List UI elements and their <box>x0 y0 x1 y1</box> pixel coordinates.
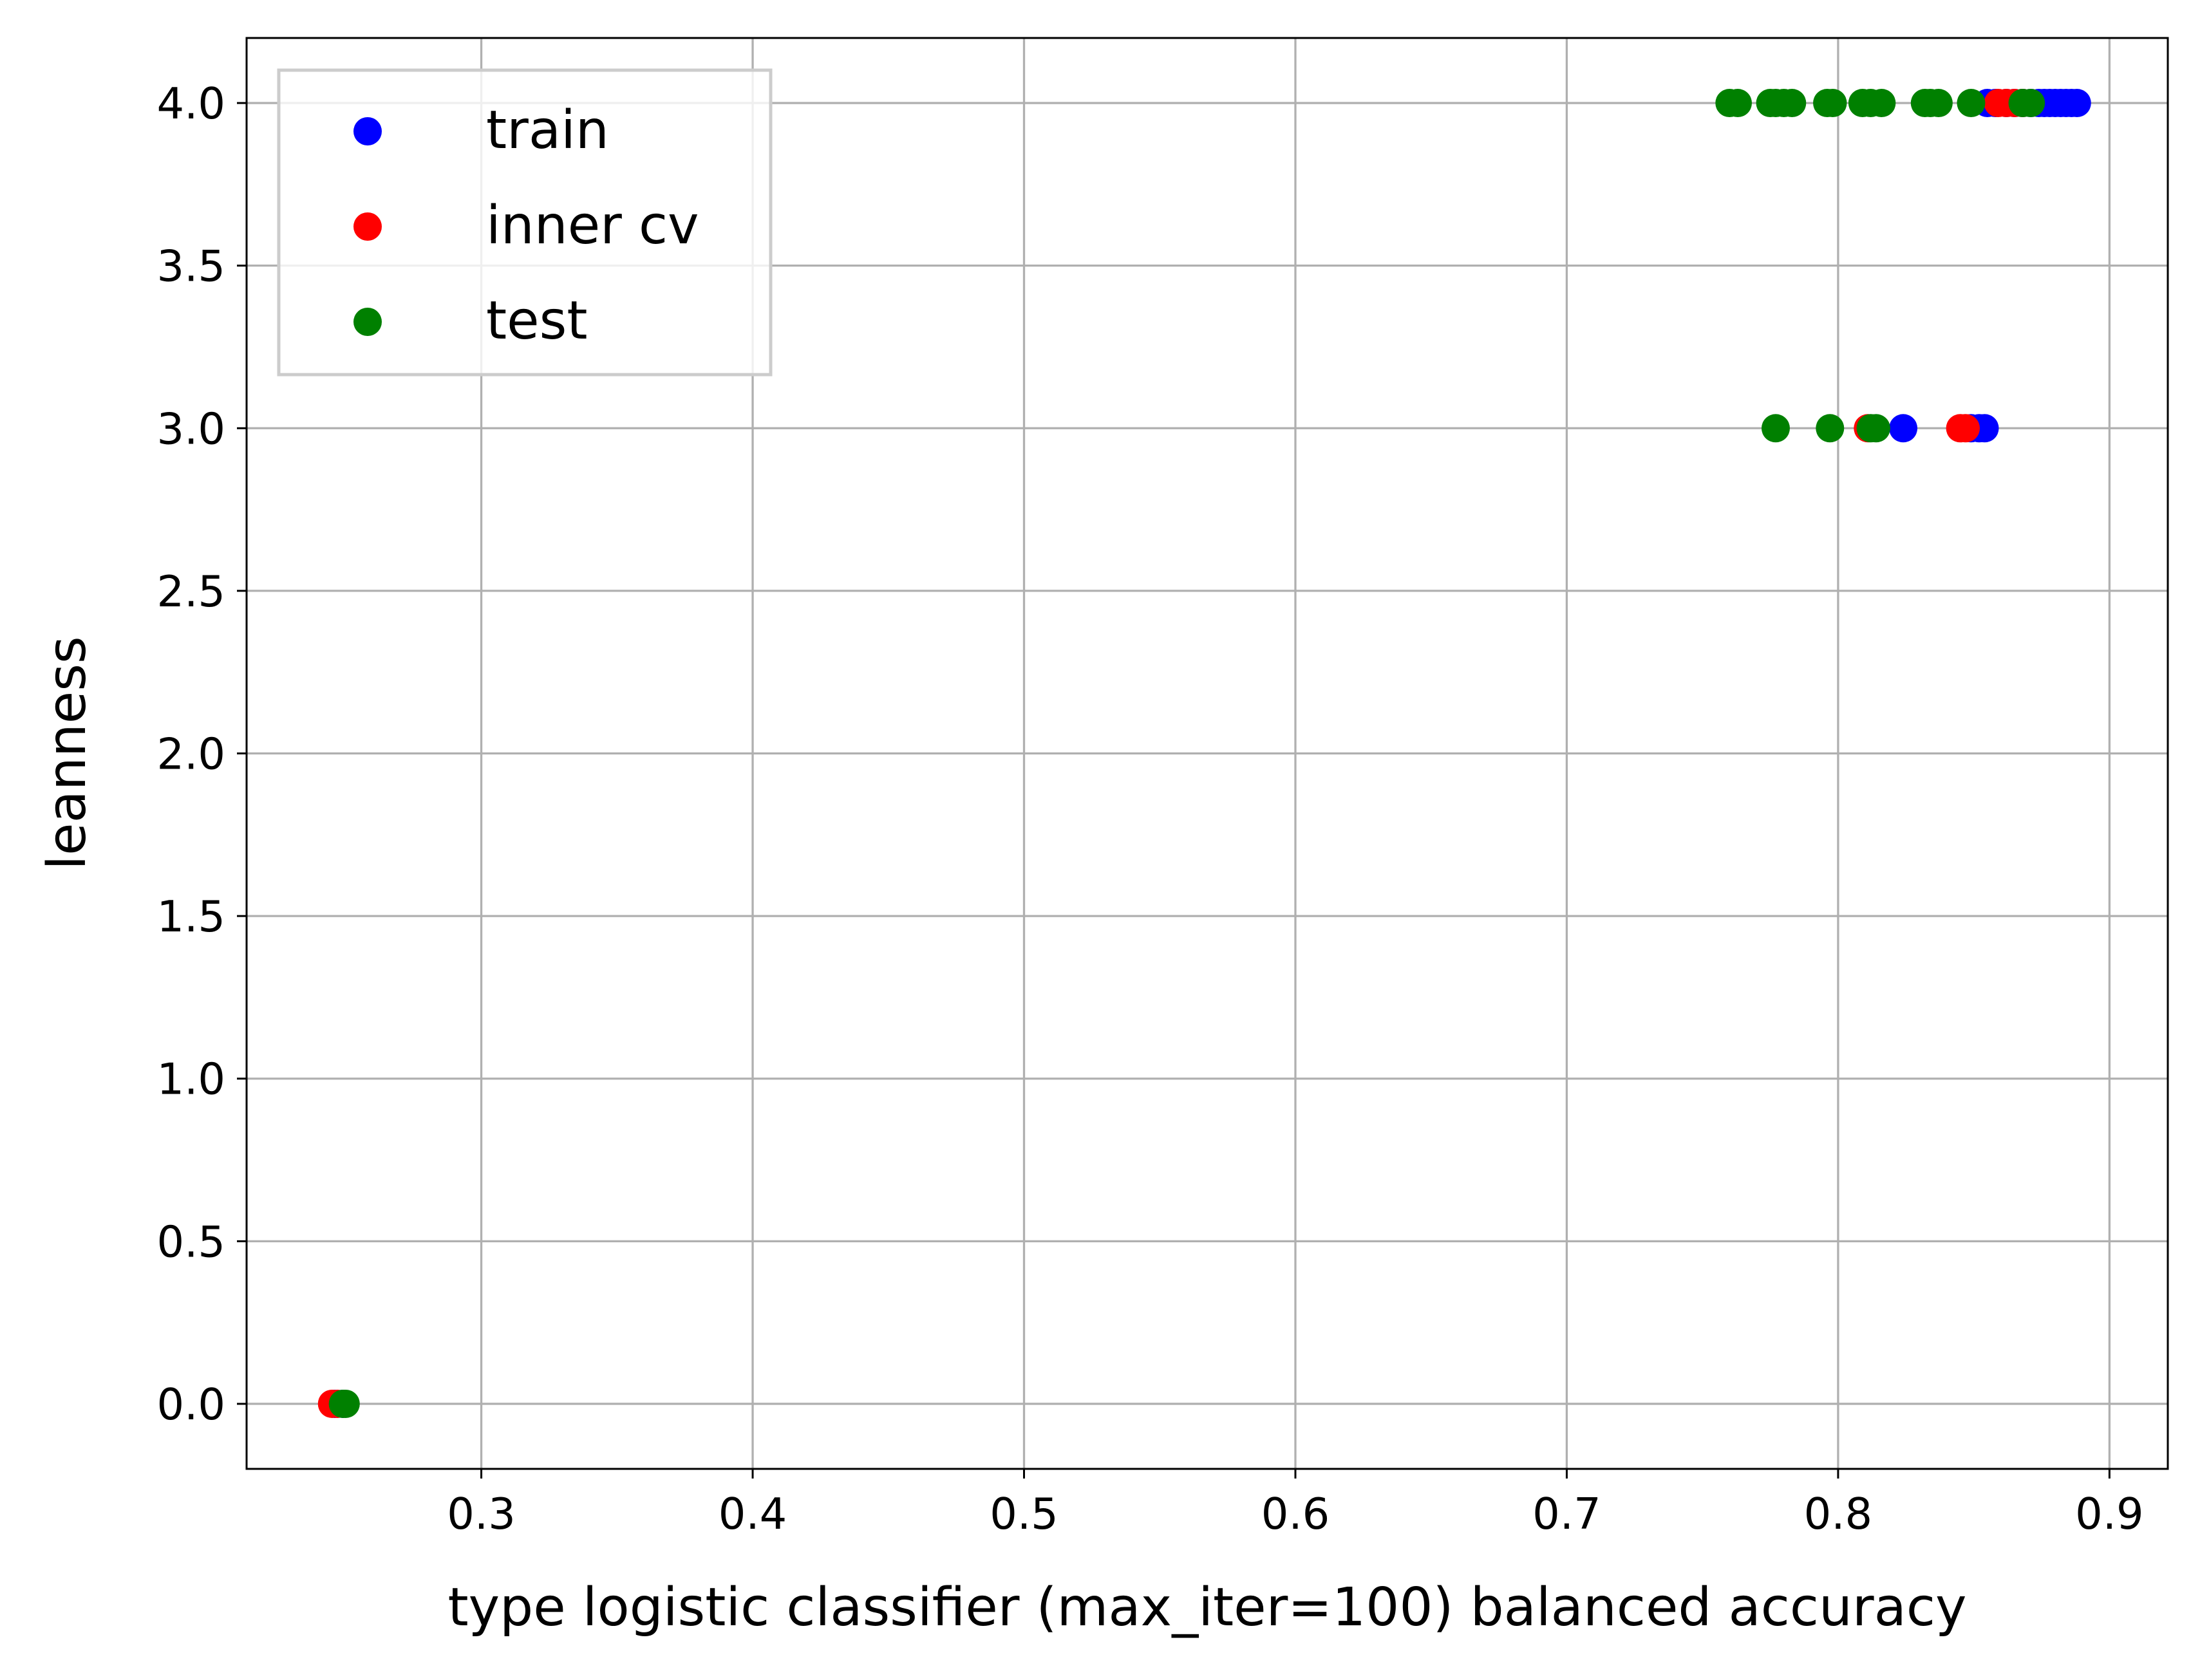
x-axis-ticks: 0.3 0.4 0.5 0.6 0.7 0.8 0.9 <box>447 1469 2144 1539</box>
y-tick-label: 3.0 <box>156 404 225 454</box>
y-axis-label: leanness <box>37 636 98 870</box>
test-point <box>2017 89 2045 118</box>
train-point <box>2062 89 2091 118</box>
test-point <box>1778 89 1807 118</box>
test-point <box>331 1389 360 1418</box>
legend: train inner cv test <box>277 68 773 377</box>
test-legend-label: test <box>486 290 587 351</box>
y-tick-label: 3.5 <box>156 241 225 292</box>
inner-cv-legend-marker <box>353 212 382 241</box>
x-tick-label: 0.9 <box>2075 1489 2144 1539</box>
inner-cv-point <box>1951 414 1980 443</box>
x-tick-label: 0.8 <box>1804 1489 1873 1539</box>
test-point <box>1816 414 1845 443</box>
y-tick-label: 4.0 <box>156 79 225 129</box>
y-tick-label: 1.5 <box>156 891 225 942</box>
test-point <box>1924 89 1953 118</box>
x-axis-label: type logistic classifier (max_iter=100) … <box>448 1577 1967 1638</box>
x-tick-label: 0.4 <box>719 1489 787 1539</box>
y-tick-label: 0.0 <box>156 1379 225 1430</box>
train-legend-marker <box>353 117 382 145</box>
test-point <box>1723 89 1752 118</box>
x-tick-label: 0.5 <box>990 1489 1058 1539</box>
test-point <box>1761 414 1790 443</box>
legend-entries: train inner cv test <box>353 100 699 351</box>
train-point <box>1889 414 1918 443</box>
data-points <box>317 89 2091 1418</box>
y-axis-ticks: 0.0 0.5 1.0 1.5 2.0 2.5 3.0 3.5 4.0 <box>156 79 247 1430</box>
y-tick-label: 1.0 <box>156 1054 225 1105</box>
grid-lines <box>247 38 2168 1469</box>
inner-cv-legend-label: inner cv <box>486 195 699 256</box>
x-tick-label: 0.3 <box>447 1489 516 1539</box>
test-point <box>1861 414 1890 443</box>
test-legend-marker <box>353 308 382 336</box>
test-point <box>1818 89 1847 118</box>
test-point <box>1867 89 1896 118</box>
x-tick-label: 0.6 <box>1261 1489 1330 1539</box>
x-tick-label: 0.7 <box>1532 1489 1601 1539</box>
train-legend-label: train <box>486 100 609 161</box>
y-tick-label: 2.5 <box>156 566 225 617</box>
y-tick-label: 0.5 <box>156 1217 225 1267</box>
test-point <box>1957 89 1986 118</box>
y-tick-label: 2.0 <box>156 729 225 779</box>
